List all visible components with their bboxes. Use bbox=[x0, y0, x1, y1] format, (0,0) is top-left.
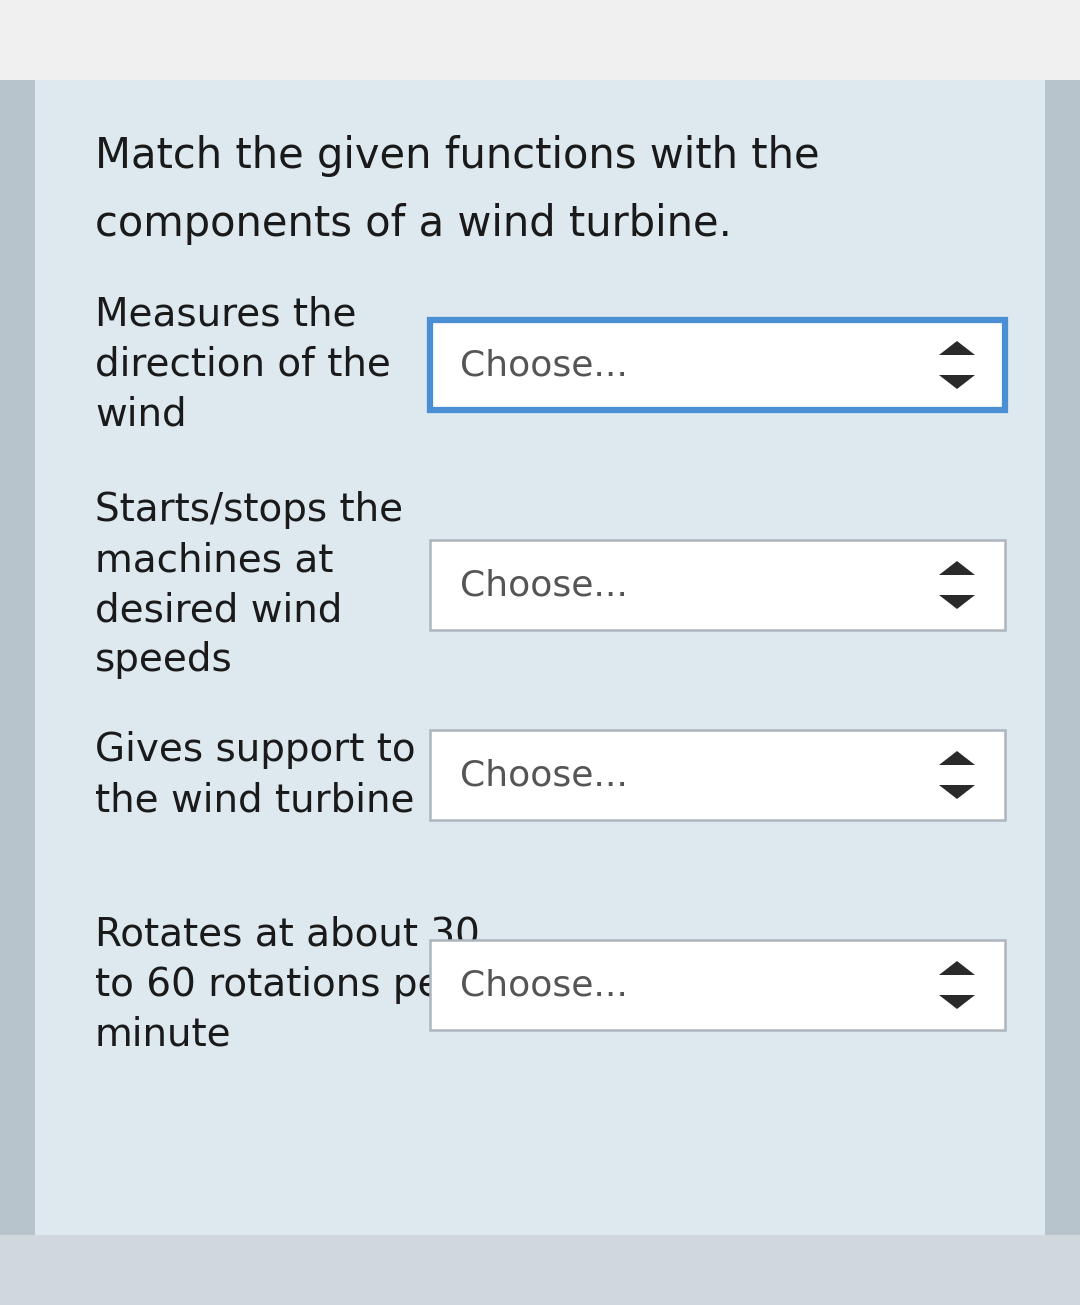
Polygon shape bbox=[939, 375, 975, 389]
Text: Starts/stops the: Starts/stops the bbox=[95, 491, 403, 529]
FancyBboxPatch shape bbox=[430, 940, 1005, 1030]
Text: Choose...: Choose... bbox=[460, 568, 627, 602]
Text: Choose...: Choose... bbox=[460, 348, 627, 382]
Text: minute: minute bbox=[95, 1017, 231, 1054]
Text: Choose...: Choose... bbox=[460, 968, 627, 1002]
FancyBboxPatch shape bbox=[35, 80, 1045, 1235]
FancyBboxPatch shape bbox=[0, 1235, 1080, 1305]
Text: Rotates at about 30: Rotates at about 30 bbox=[95, 916, 480, 954]
Text: direction of the: direction of the bbox=[95, 346, 391, 384]
Polygon shape bbox=[939, 786, 975, 799]
Text: Match the given functions with the: Match the given functions with the bbox=[95, 134, 820, 177]
Polygon shape bbox=[939, 341, 975, 355]
Text: desired wind: desired wind bbox=[95, 591, 342, 629]
Polygon shape bbox=[939, 994, 975, 1009]
FancyBboxPatch shape bbox=[430, 540, 1005, 630]
Polygon shape bbox=[939, 561, 975, 576]
Text: machines at: machines at bbox=[95, 542, 334, 579]
Text: to 60 rotations per: to 60 rotations per bbox=[95, 966, 458, 1004]
Text: Gives support to: Gives support to bbox=[95, 731, 416, 769]
Polygon shape bbox=[939, 750, 975, 765]
Text: speeds: speeds bbox=[95, 641, 233, 679]
Text: Choose...: Choose... bbox=[460, 758, 627, 792]
FancyBboxPatch shape bbox=[430, 729, 1005, 820]
Text: the wind turbine: the wind turbine bbox=[95, 780, 415, 820]
FancyBboxPatch shape bbox=[0, 0, 1080, 80]
Text: Measures the: Measures the bbox=[95, 296, 356, 334]
FancyBboxPatch shape bbox=[430, 320, 1005, 410]
Polygon shape bbox=[939, 960, 975, 975]
Text: components of a wind turbine.: components of a wind turbine. bbox=[95, 204, 732, 245]
Polygon shape bbox=[939, 595, 975, 609]
Text: wind: wind bbox=[95, 395, 187, 435]
